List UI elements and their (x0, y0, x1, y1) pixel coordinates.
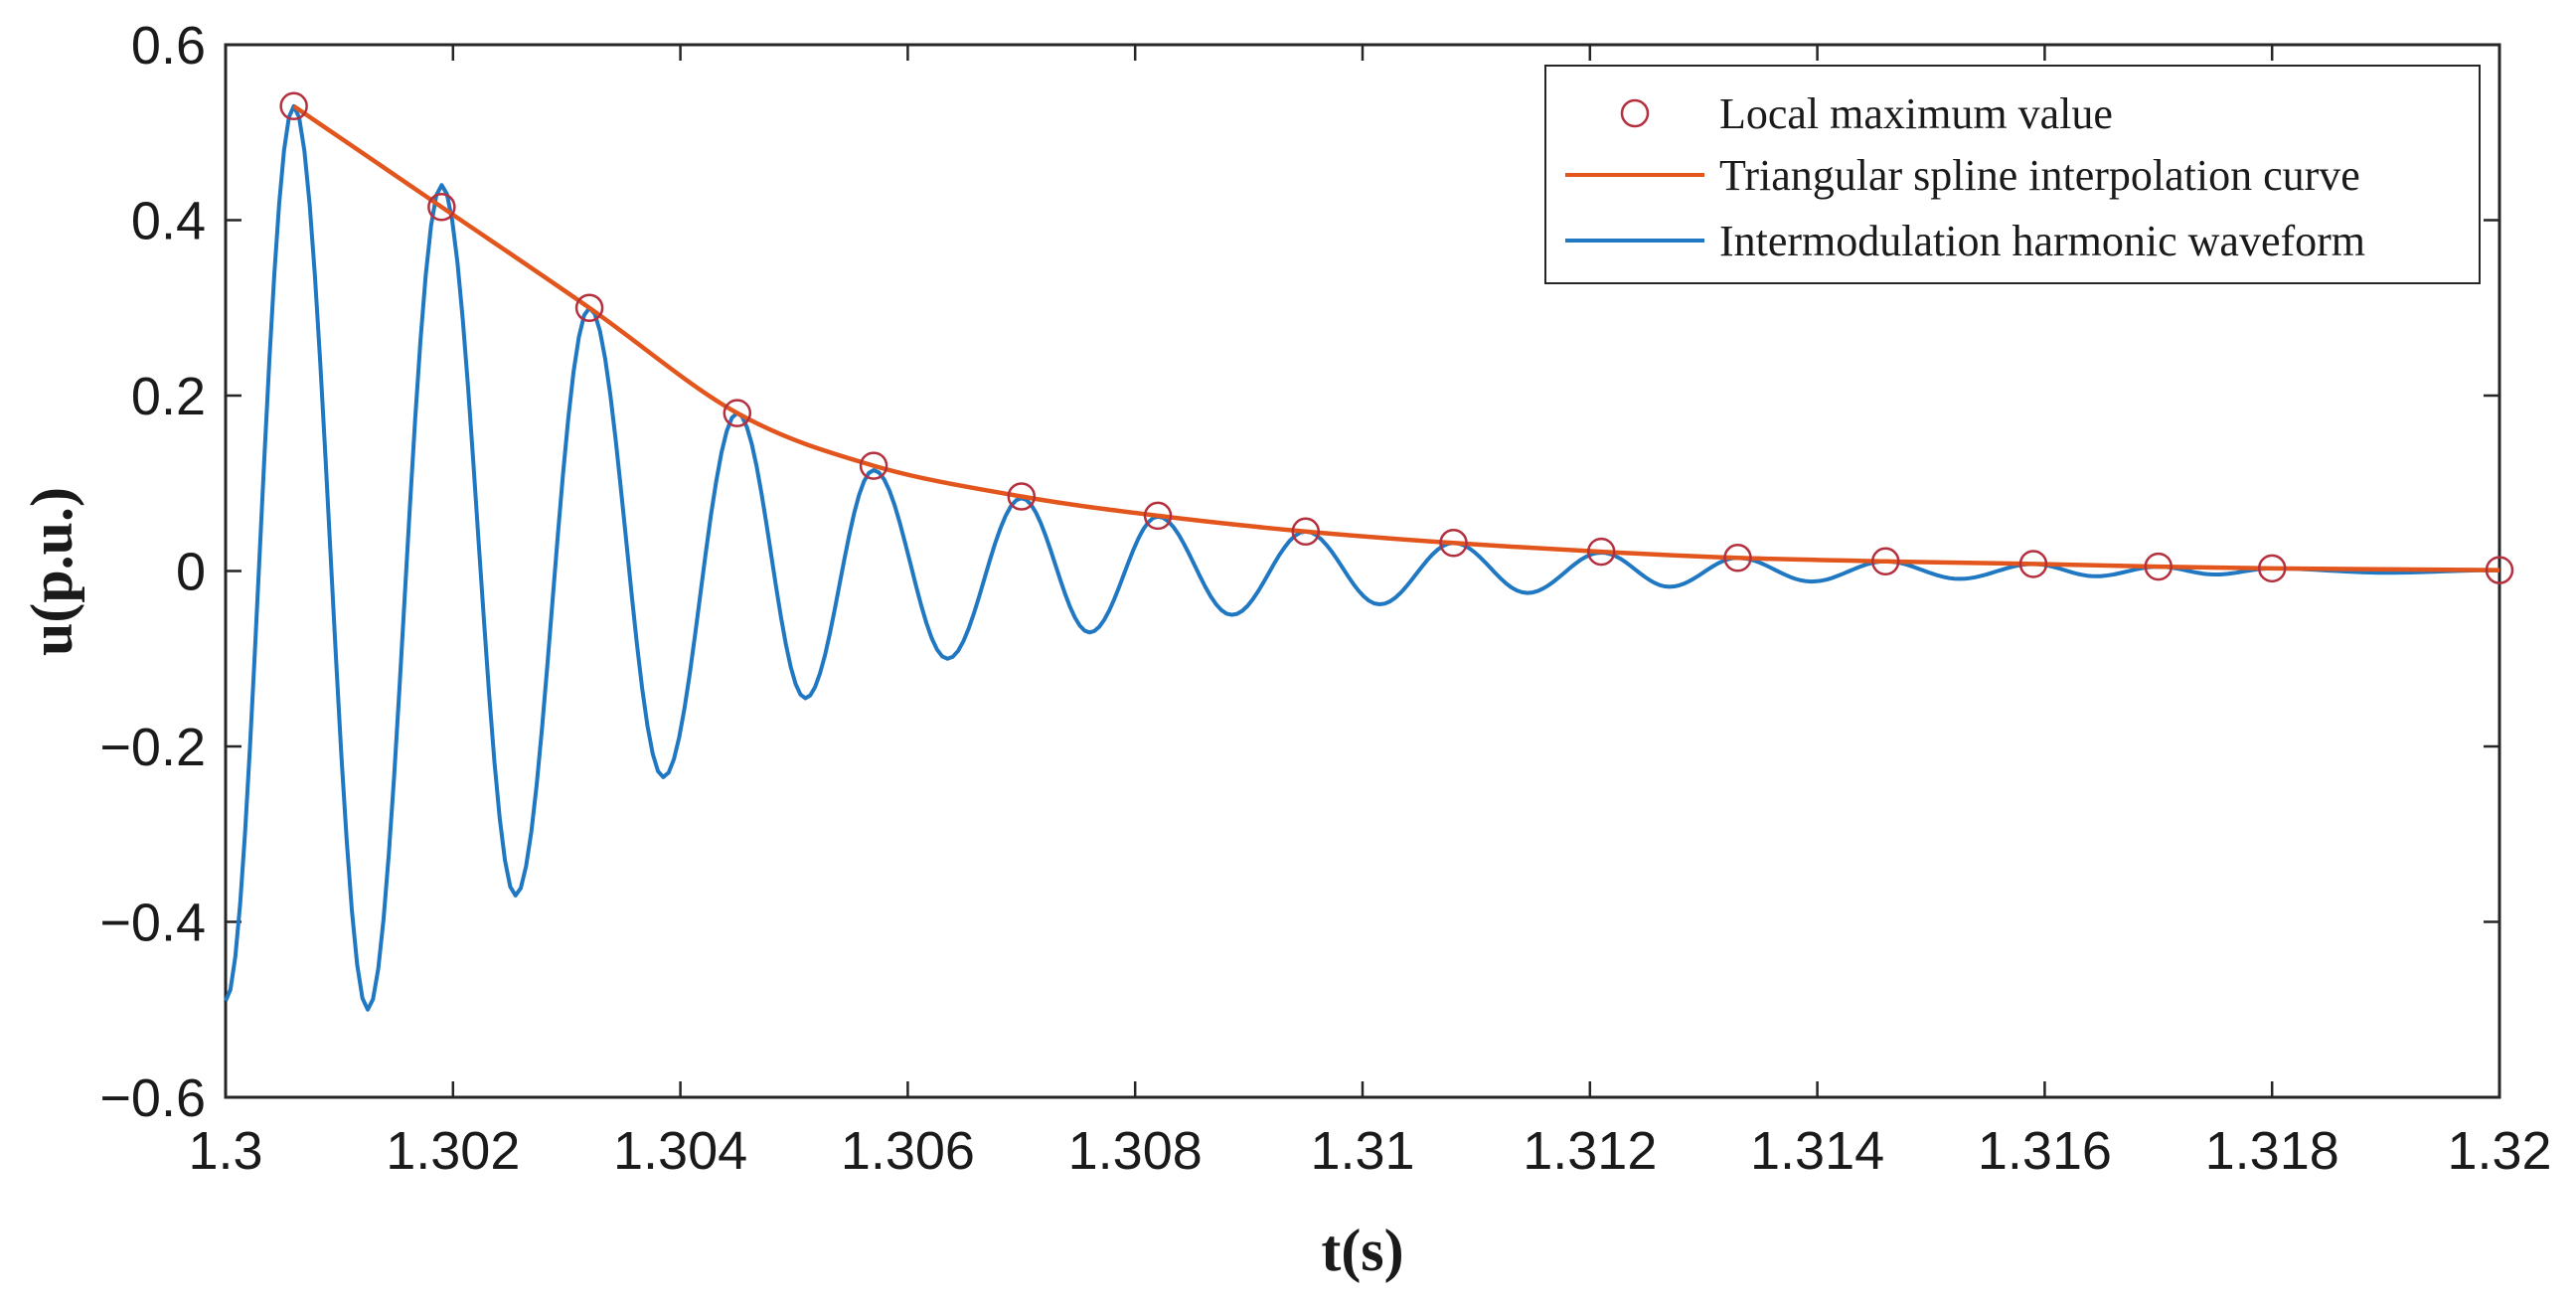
local-max-marker (279, 91, 308, 121)
local-max-marker (2144, 552, 2174, 581)
axis-ticks: 1.3 1.302 1.304 1.306 1.308 1.31 1.312 1.314 1.3… (99, 16, 2551, 1181)
waveform-line (224, 103, 2500, 1012)
x-tick-label: 1.308 (1068, 1121, 1203, 1181)
x-tick-label: 1.304 (613, 1121, 747, 1181)
legend-marker-local-max (1620, 98, 1650, 128)
local-max-marker (427, 193, 456, 222)
series-layer (224, 91, 2514, 1012)
spline-curve (292, 103, 2500, 572)
y-tick-label: 0.6 (131, 16, 206, 76)
y-axis-label: u(p.u.) (19, 487, 84, 656)
legend: Local maximum value Triangular spline in… (1544, 65, 2481, 284)
y-tick-label: −0.4 (99, 894, 206, 953)
x-tick-label: 1.306 (841, 1121, 975, 1181)
local-max-marker (1007, 482, 1037, 511)
x-tick-label: 1.32 (2447, 1121, 2551, 1181)
local-max-marker (1439, 529, 1468, 558)
x-tick-label: 1.318 (2205, 1121, 2339, 1181)
local-max-marker (2018, 550, 2048, 578)
y-tick-label: 0.2 (131, 367, 206, 426)
local-max-marker (574, 293, 604, 322)
x-tick-label: 1.3 (188, 1121, 262, 1181)
y-tick-label: 0.4 (131, 192, 206, 251)
legend-label-local-max: Local maximum value (1719, 89, 2113, 138)
local-max-marker (859, 451, 888, 480)
local-max-marker (2485, 556, 2514, 584)
x-tick-label: 1.314 (1750, 1121, 1884, 1181)
y-tick-label: −0.2 (99, 718, 206, 777)
y-tick-label: −0.6 (99, 1068, 206, 1128)
x-tick-label: 1.316 (1978, 1121, 2112, 1181)
local-max-marker (1723, 544, 1752, 572)
local-max-marker (1291, 517, 1321, 547)
x-axis-label: t(s) (1321, 1218, 1403, 1283)
x-tick-label: 1.302 (386, 1121, 520, 1181)
local-max-marker (2257, 554, 2287, 583)
legend-label-spline: Triangular spline interpolation curve (1719, 151, 2360, 200)
x-tick-label: 1.312 (1523, 1121, 1657, 1181)
local-max-marker (1586, 537, 1616, 567)
local-max-marker (1870, 547, 1900, 576)
legend-label-waveform: Intermodulation harmonic waveform (1719, 217, 2365, 265)
local-max-marker (723, 399, 752, 427)
local-max-marker (1143, 501, 1173, 531)
y-tick-label: 0 (176, 543, 206, 602)
x-tick-label: 1.31 (1310, 1121, 1414, 1181)
